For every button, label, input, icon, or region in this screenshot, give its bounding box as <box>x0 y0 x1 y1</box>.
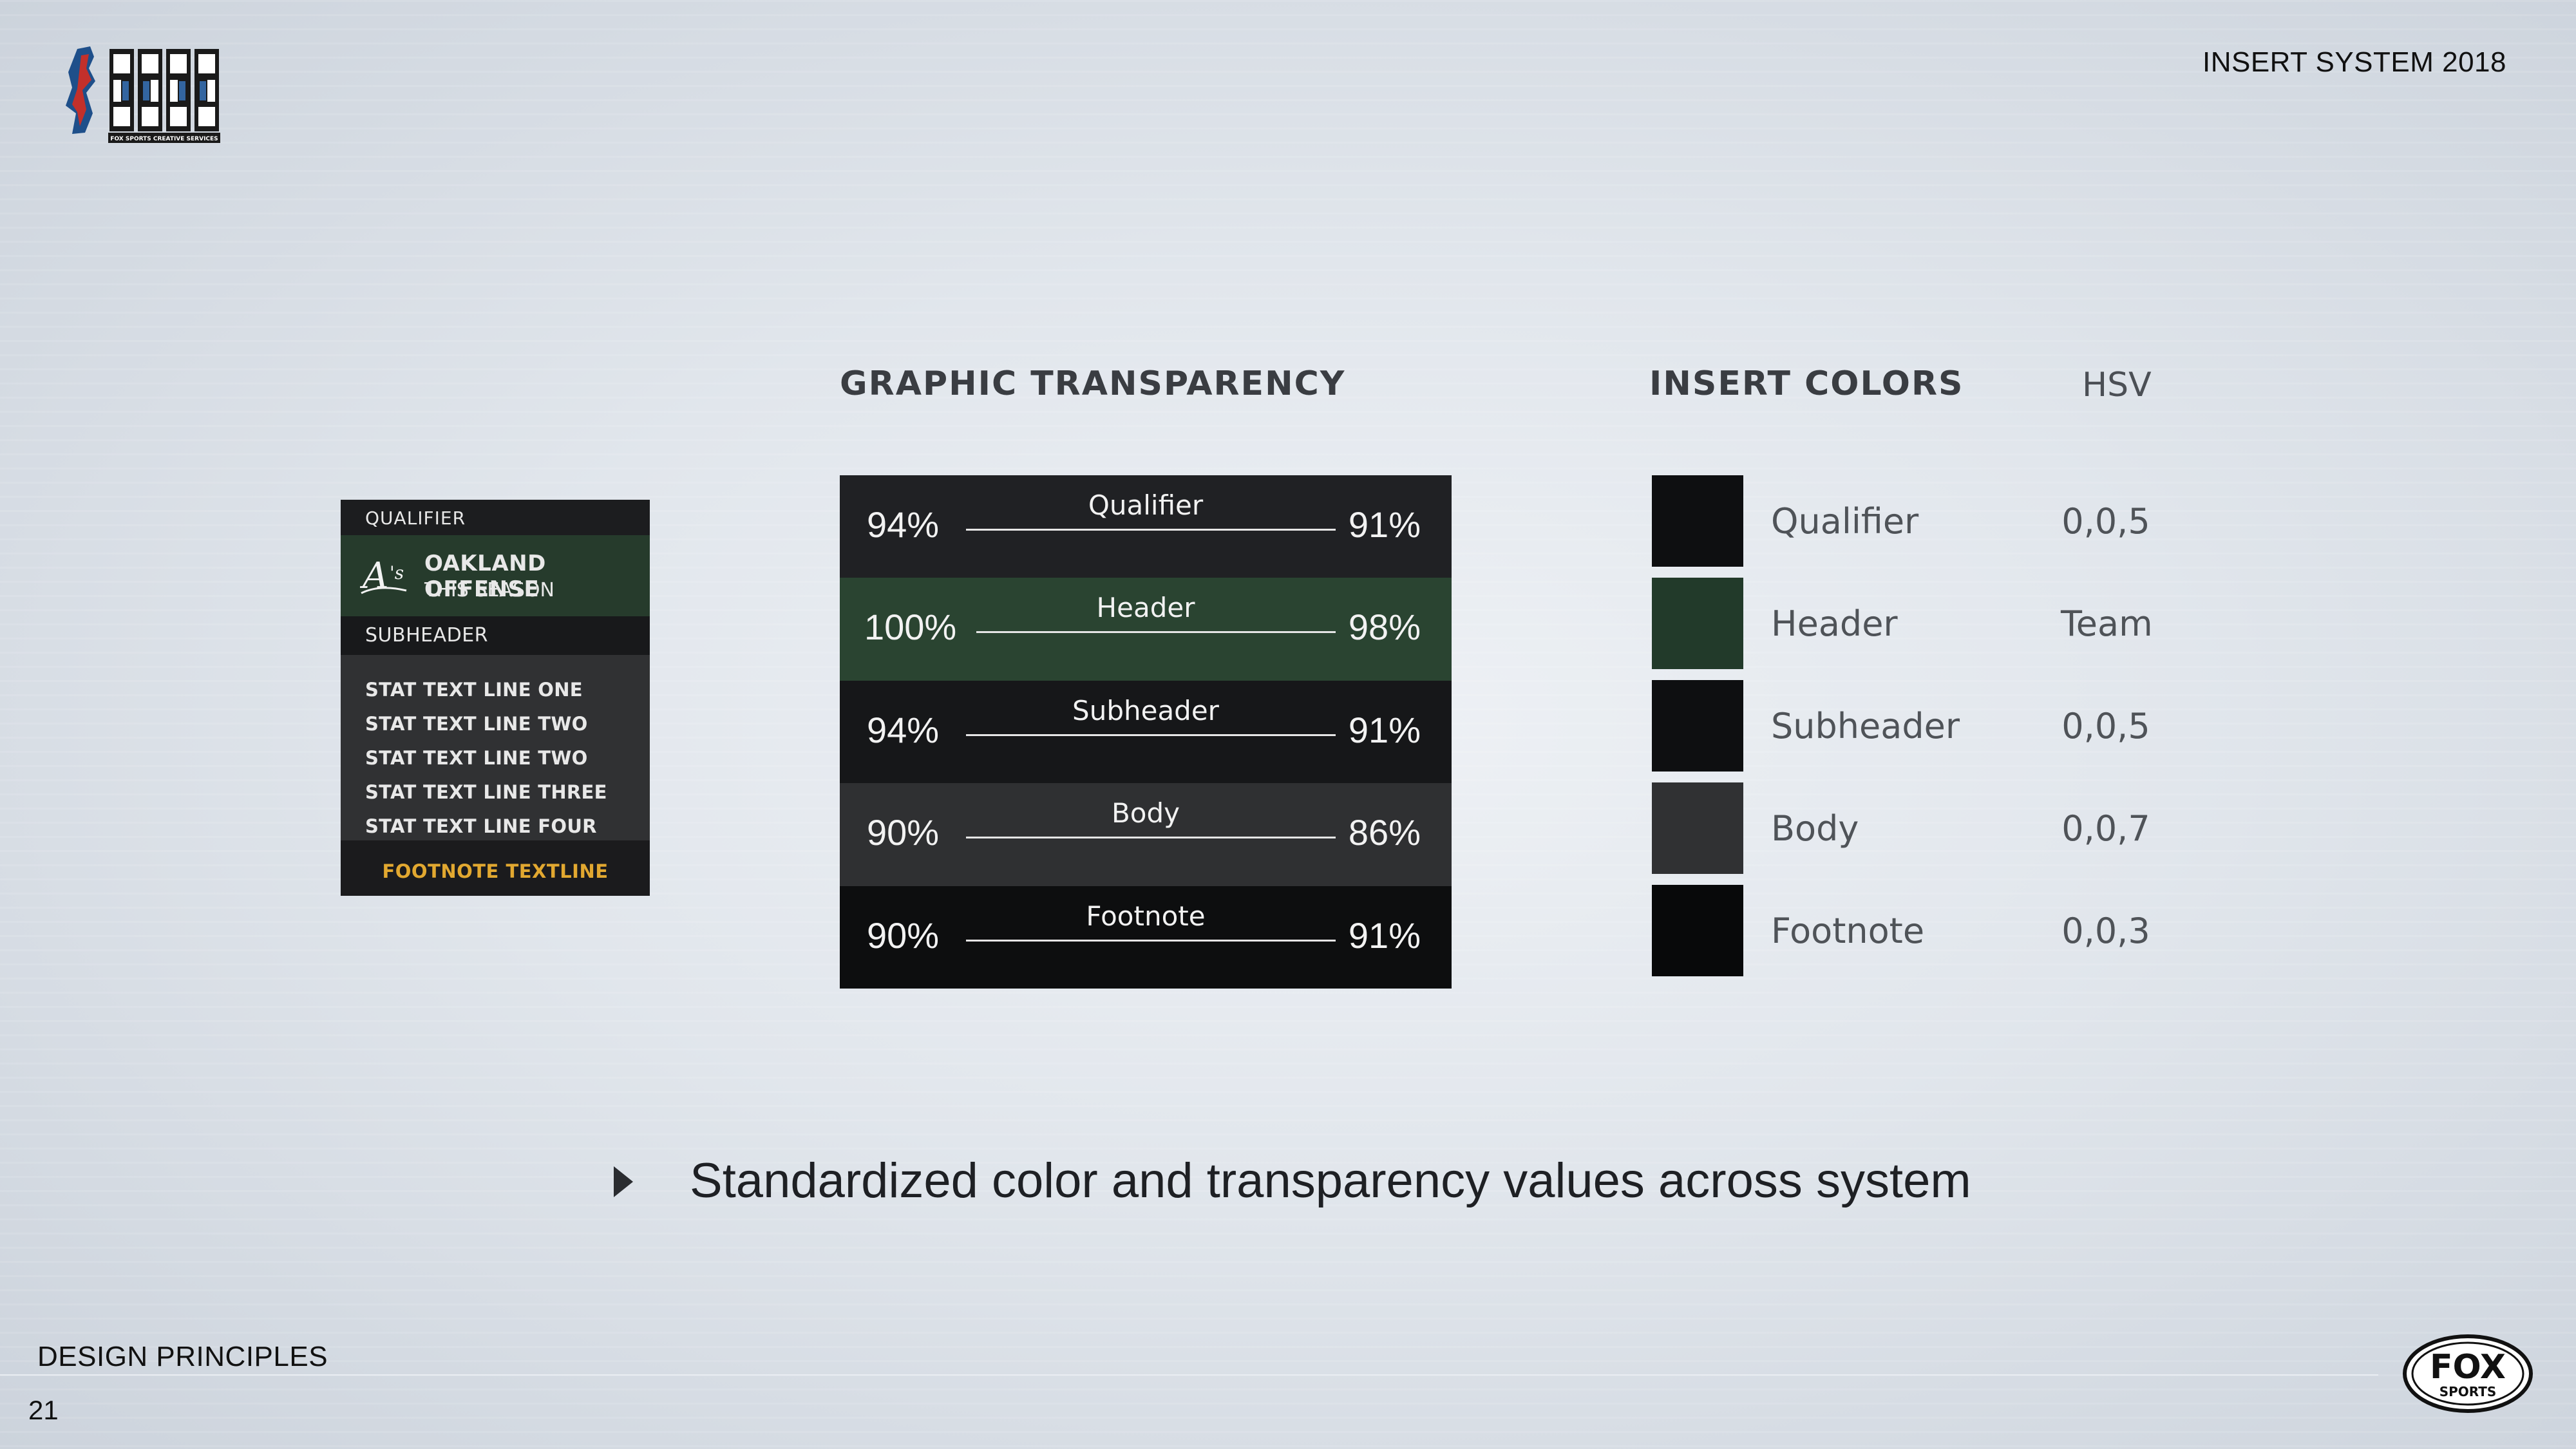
fox-sports-logo: FOX SPORTS <box>2403 1334 2533 1413</box>
hsv-value: 0,0,3 <box>2061 911 2150 951</box>
hsv-value: 0,0,5 <box>2061 501 2150 542</box>
stat-line: STAT TEXT LINE TWO <box>365 747 588 769</box>
color-row-footnote: Footnote 0,0,3 <box>1652 885 2167 976</box>
row-label: Body <box>1111 797 1180 829</box>
transparency-row-qualifier: Qualifier 94% 91% <box>840 475 1452 578</box>
creative-services-logo: FOX SPORTS CREATIVE SERVICES <box>66 46 220 143</box>
sample-body: STAT TEXT LINE ONE STAT TEXT LINE TWO ST… <box>341 655 650 840</box>
stat-line: STAT TEXT LINE FOUR <box>365 815 597 837</box>
page-number: 21 <box>28 1395 59 1425</box>
divider-line <box>966 734 1336 736</box>
sample-header-title: OAKLAND OFFENSE <box>424 551 546 602</box>
color-label: Qualifier <box>1771 501 1919 542</box>
footer-divider <box>0 1374 2378 1376</box>
stat-line: STAT TEXT LINE TWO <box>365 713 588 735</box>
graphic-transparency-heading: GRAPHIC TRANSPARENCY <box>840 365 1346 403</box>
left-percent: 100% <box>864 607 957 648</box>
transparency-row-footnote: Footnote 90% 91% <box>840 886 1452 989</box>
right-percent: 91% <box>1348 914 1421 956</box>
fox-logo-text: FOX <box>2430 1348 2506 1387</box>
hsv-heading: HSV <box>2082 366 2152 404</box>
sample-header: A 's OAKLAND OFFENSE THIS SEASON <box>341 535 650 616</box>
sample-footnote: FOOTNOTE TEXTLINE <box>341 840 650 896</box>
divider-line <box>966 837 1336 839</box>
hsv-value: 0,0,5 <box>2061 706 2150 746</box>
athletics-logo-icon: A 's <box>360 555 407 597</box>
system-title: INSERT SYSTEM 2018 <box>2202 46 2506 78</box>
transparency-row-header: Header 100% 98% <box>840 578 1452 681</box>
footer-section-title: DESIGN PRINCIPLES <box>37 1341 328 1372</box>
right-percent: 91% <box>1348 709 1421 750</box>
stat-line: STAT TEXT LINE ONE <box>365 679 583 701</box>
color-row-subheader: Subheader 0,0,5 <box>1652 680 2167 772</box>
sample-header-subtitle: THIS SEASON <box>424 579 554 601</box>
color-swatch <box>1652 782 1743 874</box>
sports-logo-text: SPORTS <box>2439 1384 2497 1399</box>
divider-line <box>966 529 1336 531</box>
logo-caption: FOX SPORTS CREATIVE SERVICES <box>110 136 218 142</box>
svg-text:'s: 's <box>390 562 404 583</box>
color-swatch <box>1652 680 1743 772</box>
left-percent: 90% <box>867 914 940 956</box>
bullet-text: Standardized color and transparency valu… <box>690 1153 1971 1208</box>
sample-subheader: SUBHEADER <box>341 616 650 655</box>
stat-line: STAT TEXT LINE THREE <box>365 781 607 803</box>
bullet-triangle-icon <box>614 1166 633 1197</box>
transparency-row-subheader: Subheader 94% 91% <box>840 680 1452 784</box>
color-swatch <box>1652 885 1743 976</box>
right-percent: 86% <box>1348 812 1421 853</box>
insert-colors-heading: INSERT COLORS <box>1649 365 1964 403</box>
row-label: Header <box>1096 592 1195 624</box>
color-swatch <box>1652 475 1743 567</box>
sample-qualifier: QUALIFIER <box>341 500 650 535</box>
left-percent: 94% <box>867 709 940 750</box>
svg-text:A: A <box>360 555 388 597</box>
color-label: Footnote <box>1771 911 1925 951</box>
color-label: Header <box>1771 603 1898 644</box>
row-label: Qualifier <box>1088 489 1204 521</box>
color-row-header: Header Team <box>1652 578 2167 669</box>
transparency-row-body: Body 90% 86% <box>840 783 1452 886</box>
color-swatch <box>1652 578 1743 669</box>
sample-insert-graphic: QUALIFIER A 's OAKLAND OFFENSE THIS SEAS… <box>341 500 650 896</box>
divider-line <box>976 631 1336 634</box>
right-percent: 91% <box>1348 504 1421 545</box>
left-percent: 90% <box>867 812 940 853</box>
color-label: Body <box>1771 808 1859 849</box>
hsv-value: 0,0,7 <box>2061 808 2150 849</box>
divider-line <box>966 939 1336 942</box>
color-row-qualifier: Qualifier 0,0,5 <box>1652 475 2167 567</box>
color-row-body: Body 0,0,7 <box>1652 782 2167 874</box>
row-label: Footnote <box>1086 900 1206 932</box>
right-percent: 98% <box>1348 607 1421 648</box>
hsv-value: Team <box>2061 603 2153 644</box>
color-label: Subheader <box>1771 706 1960 746</box>
row-label: Subheader <box>1072 694 1219 726</box>
transparency-table: Qualifier 94% 91% Header 100% 98% Subhea… <box>840 475 1452 989</box>
left-percent: 94% <box>867 504 940 545</box>
